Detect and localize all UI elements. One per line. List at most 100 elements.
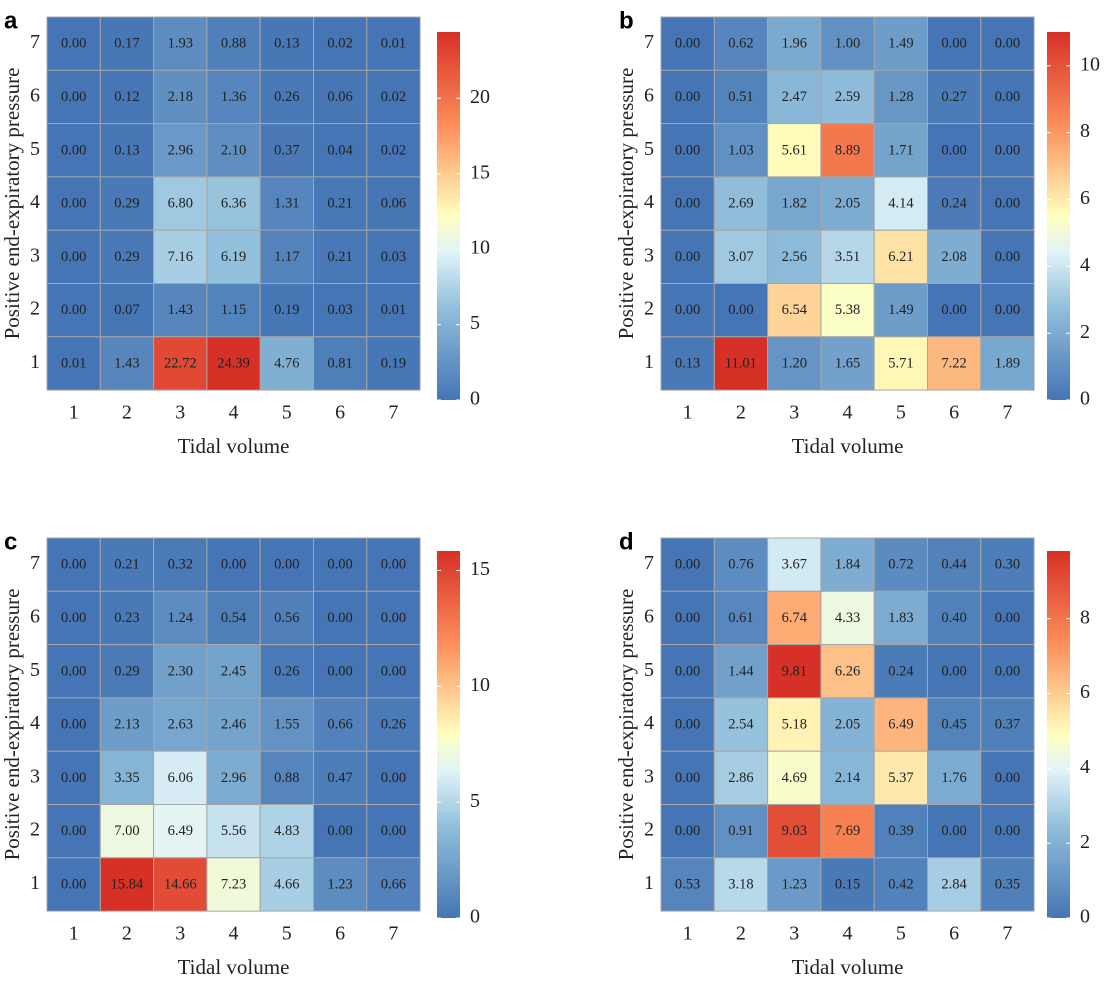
cell-value-label: 0.00 (61, 717, 86, 733)
heatmap-cell (46, 750, 101, 806)
cell-value-label: 1.23 (782, 876, 807, 892)
cell-value-label: 2.45 (221, 663, 246, 679)
x-tick-label: 3 (789, 923, 799, 945)
heatmap-cell (980, 176, 1035, 231)
cell-value-label: 0.15 (835, 876, 860, 892)
cell-value-label: 11.01 (725, 355, 757, 371)
cell-value-label: 2.56 (782, 249, 807, 265)
heatmap-cell (767, 537, 822, 592)
x-axis-label: Tidal volume (792, 434, 904, 458)
y-tick-label: 7 (30, 552, 40, 574)
heatmap-cell (927, 697, 982, 752)
colorbar-tick-label: 0 (470, 388, 480, 410)
cell-value-label: 6.21 (888, 249, 913, 265)
heatmap-cell (313, 750, 368, 806)
cell-value-label: 0.39 (888, 823, 913, 839)
cell-value-label: 0.00 (995, 610, 1020, 626)
cell-value-label: 1.83 (888, 610, 913, 626)
heatmap-cell (980, 69, 1035, 125)
colorbar-tick-label: 0 (1080, 388, 1090, 410)
colorbar (437, 551, 460, 918)
heatmap-cell (99, 176, 155, 231)
cell-value-label: 0.00 (221, 557, 246, 573)
cell-value-label: 0.29 (114, 196, 139, 212)
heatmap-cell (927, 750, 982, 806)
heatmap-cell (820, 537, 875, 592)
cell-value-label: 0.66 (327, 717, 352, 733)
heatmap-cell (366, 176, 421, 231)
cell-value-label: 1.20 (782, 355, 807, 371)
cell-value-label: 3.51 (835, 249, 860, 265)
heatmap-cell (767, 590, 822, 646)
cell-value-label: 0.00 (327, 610, 352, 626)
x-tick-label: 5 (282, 923, 292, 945)
cell-value-label: 0.24 (941, 196, 967, 212)
x-axis-label: Tidal volume (792, 955, 904, 979)
cell-value-label: 0.66 (381, 876, 406, 892)
cell-value-label: 0.04 (327, 142, 353, 158)
cell-value-label: 0.00 (274, 557, 299, 573)
cell-value-label: 0.01 (381, 302, 406, 318)
heatmap-cell (259, 537, 315, 592)
colorbar-tick-label: 0 (470, 906, 480, 928)
cell-value-label: 0.44 (941, 557, 967, 573)
cell-value-label: 2.59 (835, 89, 860, 105)
heatmap-cell (99, 537, 155, 592)
heatmap-cell (660, 750, 715, 806)
heatmap-cell (660, 857, 715, 912)
heatmap-cell (366, 336, 421, 391)
heatmap-cell (99, 750, 155, 806)
cell-value-label: 0.56 (274, 610, 299, 626)
x-axis-label: Tidal volume (178, 955, 290, 979)
heatmap-cell (980, 590, 1035, 646)
heatmap-cell (313, 590, 368, 646)
x-tick-label: 7 (388, 923, 398, 945)
cell-value-label: 0.51 (728, 89, 753, 105)
cell-value-label: 0.19 (274, 302, 299, 318)
cell-value-label: 0.07 (114, 302, 139, 318)
heatmap-cell (767, 123, 822, 178)
cell-value-label: 0.00 (381, 663, 406, 679)
cell-value-label: 0.02 (327, 36, 352, 52)
cell-value-label: 5.61 (782, 142, 807, 158)
y-axis-label: Positive end-expiratory pressure (614, 589, 638, 861)
cell-value-label: 0.88 (274, 770, 299, 786)
cell-value-label: 0.40 (941, 610, 966, 626)
x-tick-label: 4 (229, 923, 239, 945)
colorbar-tick-label: 0 (1080, 906, 1090, 928)
cell-value-label: 7.16 (168, 249, 193, 265)
x-tick-label: 1 (69, 402, 79, 424)
heatmap-cell (980, 644, 1035, 699)
heatmap-cell (980, 857, 1035, 912)
heatmap-cell (927, 69, 982, 125)
cell-value-label: 0.00 (675, 770, 700, 786)
cell-value-label: 1.96 (782, 36, 807, 52)
cell-value-label: 0.00 (61, 663, 86, 679)
heatmap-cell (366, 123, 421, 178)
cell-value-label: 0.00 (61, 557, 86, 573)
heatmap-cell (713, 750, 769, 806)
heatmap-cell (153, 697, 208, 752)
panel-label: d (619, 528, 634, 555)
cell-value-label: 0.13 (675, 355, 700, 371)
cell-value-label: 0.61 (728, 610, 753, 626)
cell-value-label: 1.71 (888, 142, 913, 158)
y-tick-label: 7 (30, 31, 40, 53)
cell-value-label: 0.91 (728, 823, 753, 839)
cell-value-label: 2.86 (728, 770, 753, 786)
y-tick-label: 7 (644, 31, 654, 53)
cell-value-label: 0.00 (941, 302, 966, 318)
colorbar-tick-label: 6 (1080, 681, 1090, 703)
cell-value-label: 0.21 (327, 196, 352, 212)
cell-value-label: 7.69 (835, 823, 860, 839)
heatmap-cell (259, 336, 315, 391)
heatmap-cell (713, 16, 769, 71)
cell-value-label: 0.72 (888, 557, 913, 573)
y-tick-label: 7 (644, 552, 654, 574)
heatmap-cell (713, 176, 769, 231)
y-tick-label: 4 (644, 191, 654, 213)
colorbar-tick-label: 15 (470, 558, 490, 580)
x-tick-label: 7 (1002, 923, 1012, 945)
heatmap-cell (46, 16, 101, 71)
cell-value-label: 0.00 (381, 610, 406, 626)
